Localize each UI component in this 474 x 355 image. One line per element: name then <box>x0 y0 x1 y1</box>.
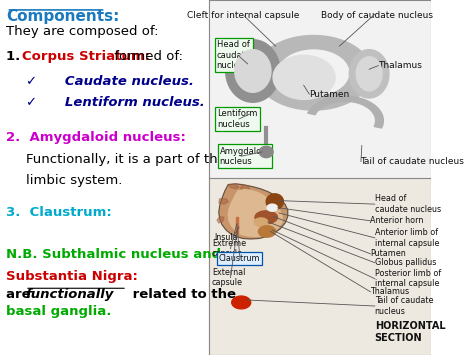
Bar <box>0 0 209 355</box>
Polygon shape <box>228 184 239 189</box>
Polygon shape <box>258 226 276 237</box>
Polygon shape <box>240 185 250 191</box>
Text: Components:: Components: <box>7 9 120 24</box>
Polygon shape <box>349 50 389 98</box>
Polygon shape <box>264 227 269 233</box>
Text: related to the: related to the <box>128 288 237 301</box>
Text: functionally: functionally <box>25 288 113 301</box>
Text: Head of
caudate
nucleus: Head of caudate nucleus <box>217 40 251 70</box>
Polygon shape <box>259 146 273 158</box>
Text: Amygdaloid
nucleus: Amygdaloid nucleus <box>219 147 270 166</box>
Polygon shape <box>266 194 283 209</box>
Polygon shape <box>254 218 268 226</box>
Text: 1.: 1. <box>7 50 30 63</box>
Polygon shape <box>356 57 382 91</box>
Text: External
capsule: External capsule <box>212 268 246 287</box>
Text: Thalamus: Thalamus <box>371 287 410 296</box>
Text: Tail of caudate nucleus: Tail of caudate nucleus <box>360 157 464 166</box>
Polygon shape <box>232 296 251 309</box>
Text: Globus pallidus: Globus pallidus <box>375 258 436 267</box>
Text: basal ganglia.: basal ganglia. <box>7 305 112 318</box>
Text: ✓      Caudate nucleus.: ✓ Caudate nucleus. <box>26 75 194 88</box>
Text: Substantia Nigra:: Substantia Nigra: <box>7 270 138 283</box>
Polygon shape <box>228 190 282 236</box>
Polygon shape <box>273 55 335 99</box>
Text: 3.  Claustrum:: 3. Claustrum: <box>7 206 112 219</box>
Polygon shape <box>267 204 277 211</box>
Bar <box>209 0 431 178</box>
Text: Anterior horn: Anterior horn <box>371 216 424 225</box>
Polygon shape <box>217 217 224 223</box>
Polygon shape <box>271 210 273 216</box>
Text: Cleft for internal capsule: Cleft for internal capsule <box>187 11 300 20</box>
Text: Anterior limb of
internal capsule: Anterior limb of internal capsule <box>375 228 439 247</box>
Polygon shape <box>255 211 277 224</box>
Text: HORIZONTAL
SECTION: HORIZONTAL SECTION <box>375 321 446 343</box>
Text: Tail of caudate
nucleus: Tail of caudate nucleus <box>375 296 433 316</box>
Text: Corpus Striatum:: Corpus Striatum: <box>22 50 150 63</box>
Text: Lentiform
nucleus: Lentiform nucleus <box>218 109 258 129</box>
Text: 2.  Amygdaloid nucleus:: 2. Amygdaloid nucleus: <box>7 131 186 144</box>
Text: Posterior limb of
internal capsule: Posterior limb of internal capsule <box>375 269 441 288</box>
Text: limbic system.: limbic system. <box>26 174 122 187</box>
Text: formed of:: formed of: <box>110 50 183 63</box>
Text: Functionally, it is a part of the: Functionally, it is a part of the <box>26 153 226 166</box>
Text: Head of
caudate nucleus: Head of caudate nucleus <box>375 195 441 214</box>
Polygon shape <box>219 199 228 204</box>
Text: Putamen: Putamen <box>309 89 349 99</box>
Text: are: are <box>7 288 36 301</box>
Polygon shape <box>226 40 280 102</box>
Polygon shape <box>236 217 238 233</box>
Text: Extreme
capsule: Extreme capsule <box>212 239 246 258</box>
Polygon shape <box>255 36 372 110</box>
Bar <box>209 178 431 355</box>
Text: They are composed of:: They are composed of: <box>7 25 159 38</box>
Text: Putamen: Putamen <box>371 249 406 258</box>
Polygon shape <box>235 50 271 92</box>
Text: Insula: Insula <box>215 233 238 242</box>
Text: Thalamus: Thalamus <box>378 61 422 70</box>
Polygon shape <box>308 96 383 128</box>
Text: N.B. Subthalmic nucleus and: N.B. Subthalmic nucleus and <box>7 248 221 262</box>
Polygon shape <box>219 184 288 239</box>
Text: Claustrum: Claustrum <box>219 254 260 263</box>
Text: ✓      Lentiform nucleus.: ✓ Lentiform nucleus. <box>26 96 205 109</box>
Text: Body of caudate nucleus: Body of caudate nucleus <box>321 11 433 20</box>
